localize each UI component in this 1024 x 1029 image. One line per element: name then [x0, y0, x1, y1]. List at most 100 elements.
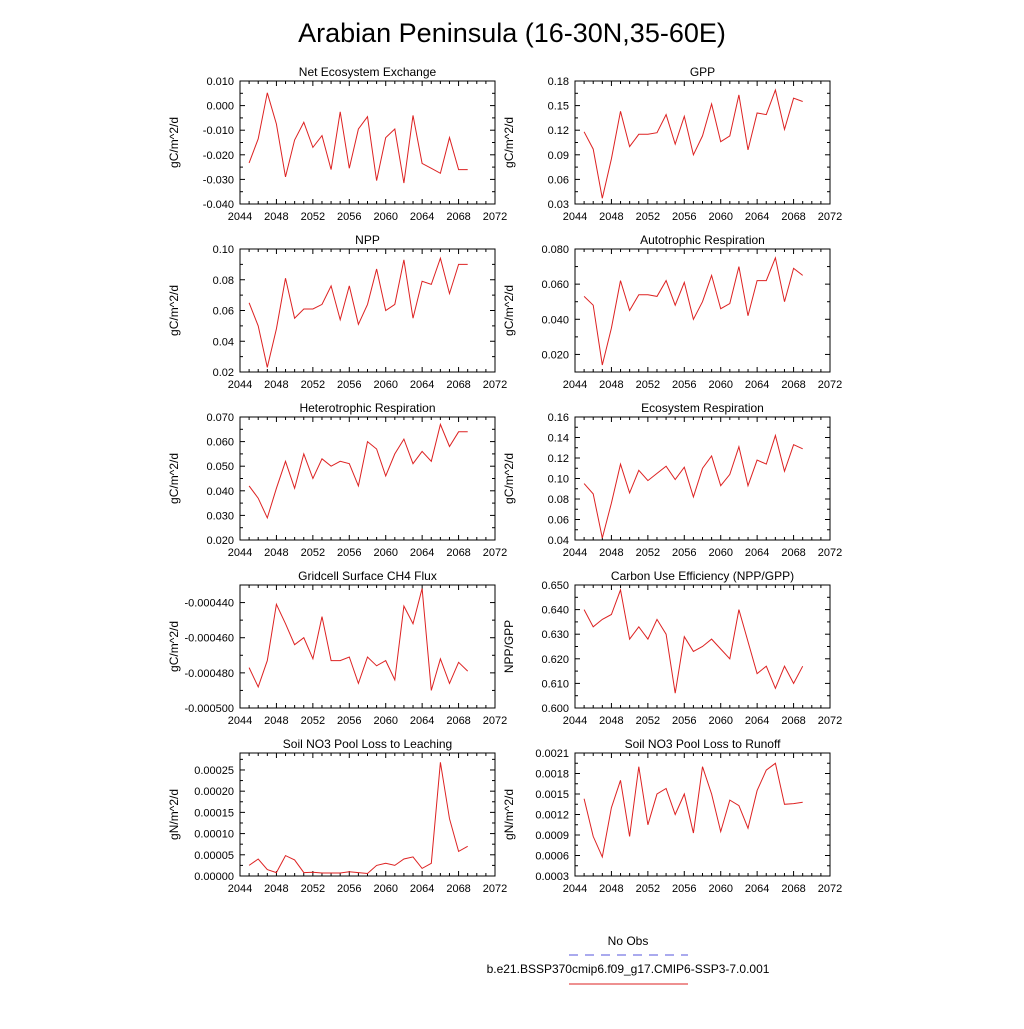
x-tick-label: 2056: [672, 547, 696, 559]
x-tick-label: 2048: [264, 883, 288, 895]
y-tick-label: -0.000460: [184, 633, 234, 645]
x-tick-label: 2068: [781, 715, 805, 727]
panel-title: Soil NO3 Pool Loss to Leaching: [283, 737, 452, 751]
series-line: [248, 422, 468, 520]
panel-title: Gridcell Surface CH4 Flux: [298, 569, 437, 583]
x-tick-label: 2048: [599, 715, 623, 727]
x-tick-label: 2052: [636, 211, 660, 223]
x-tick-label: 2068: [781, 211, 805, 223]
x-tick-label: 2048: [599, 379, 623, 391]
y-tick-label: -0.000480: [184, 668, 234, 680]
y-tick-label: 0.040: [206, 486, 234, 498]
x-tick-label: 2044: [563, 379, 587, 391]
x-tick-label: 2060: [708, 883, 732, 895]
y-tick-label: 0.00005: [194, 850, 234, 862]
y-tick-label: 0.15: [548, 101, 569, 113]
y-tick-label: 0.09: [548, 150, 569, 162]
x-tick-label: 2052: [301, 883, 325, 895]
x-tick-label: 2056: [672, 715, 696, 727]
y-tick-label: 0.630: [541, 629, 569, 641]
y-tick-label: 0.0012: [535, 810, 569, 822]
panel-title: Carbon Use Efficiency (NPP/GPP): [611, 569, 794, 583]
y-tick-label: 0.18: [548, 76, 569, 88]
y-tick-label: 0.00010: [194, 829, 234, 841]
y-tick-label: 0.0021: [535, 748, 569, 760]
legend: No Obs b.e21.BSSP370cmip6.f09_g17.CMIP6-…: [487, 934, 770, 985]
y-tick-label: 0.020: [206, 535, 234, 547]
y-tick-label: 0.000: [206, 101, 234, 113]
plot-frame: [239, 584, 496, 709]
y-tick-label: 0.06: [213, 306, 234, 318]
y-tick-label: 0.12: [548, 453, 569, 465]
y-tick-label: 0.14: [548, 433, 569, 445]
x-tick-label: 2068: [446, 883, 470, 895]
x-tick-label: 2068: [781, 547, 805, 559]
plot-frame: [239, 752, 496, 877]
x-tick-label: 2068: [781, 883, 805, 895]
x-tick-label: 2044: [563, 883, 587, 895]
y-tick-label: 0.600: [541, 703, 569, 715]
panel-5: Heterotrophic Respiration gC/m^2/d 2044 204…: [167, 401, 507, 559]
plot-frame: [239, 80, 496, 205]
x-tick-label: 2056: [337, 379, 361, 391]
y-tick-label: 0.03: [548, 199, 569, 211]
x-tick-label: 2048: [599, 211, 623, 223]
series-line: [583, 762, 803, 859]
series-line: [583, 256, 804, 366]
x-tick-label: 2060: [373, 379, 397, 391]
x-tick-label: 2068: [446, 547, 470, 559]
x-tick-label: 2060: [373, 547, 397, 559]
y-tick-label: 0.0003: [535, 871, 569, 883]
x-tick-label: 2064: [745, 715, 769, 727]
x-tick-label: 2068: [446, 379, 470, 391]
y-tick-label: -0.030: [203, 174, 234, 186]
y-tick-label: 0.00020: [194, 786, 234, 798]
x-tick-label: 2072: [483, 715, 507, 727]
y-tick-label: 0.12: [548, 125, 569, 137]
y-tick-label: 0.070: [206, 412, 234, 424]
x-tick-label: 2064: [745, 379, 769, 391]
x-tick-label: 2060: [373, 883, 397, 895]
series-line: [583, 588, 804, 694]
x-tick-label: 2048: [264, 715, 288, 727]
y-axis-label: gN/m^2/d: [167, 789, 181, 840]
y-tick-label: 0.0009: [535, 830, 569, 842]
panel-grid: Net Ecosystem Exchange gC/m^2/d 2044 2048 20…: [167, 65, 842, 895]
x-tick-label: 2072: [818, 547, 842, 559]
x-tick-label: 2056: [337, 715, 361, 727]
y-tick-label: -0.010: [203, 125, 234, 137]
y-tick-label: 0.650: [541, 580, 569, 592]
x-tick-label: 2064: [410, 211, 434, 223]
series-line: [248, 588, 469, 691]
y-tick-label: 0.050: [206, 461, 234, 473]
x-tick-label: 2052: [301, 715, 325, 727]
x-tick-label: 2052: [636, 379, 660, 391]
x-tick-label: 2044: [563, 715, 587, 727]
x-tick-label: 2056: [337, 547, 361, 559]
x-tick-label: 2072: [483, 211, 507, 223]
x-tick-label: 2044: [228, 883, 252, 895]
x-tick-label: 2060: [708, 379, 732, 391]
x-tick-label: 2072: [818, 379, 842, 391]
panel-title: Ecosystem Respiration: [641, 401, 764, 415]
figure-title: Arabian Peninsula (16-30N,35-60E): [298, 18, 726, 48]
x-tick-label: 2072: [483, 883, 507, 895]
panel-7: Gridcell Surface CH4 Flux gC/m^2/d 2044 204…: [167, 569, 507, 727]
y-axis-label: gC/m^2/d: [502, 285, 516, 336]
panel-10: Soil NO3 Pool Loss to Runoff gN/m^2/d 2044…: [502, 737, 842, 895]
x-tick-label: 2056: [672, 379, 696, 391]
x-tick-label: 2072: [483, 379, 507, 391]
x-tick-label: 2072: [818, 715, 842, 727]
x-tick-label: 2052: [301, 379, 325, 391]
y-tick-label: 0.00025: [194, 765, 234, 777]
x-tick-label: 2048: [264, 379, 288, 391]
x-tick-label: 2072: [818, 883, 842, 895]
x-tick-label: 2044: [228, 379, 252, 391]
x-tick-label: 2052: [636, 715, 660, 727]
y-tick-label: 0.10: [213, 244, 234, 256]
y-tick-label: 0.0015: [535, 789, 569, 801]
x-tick-label: 2068: [781, 379, 805, 391]
series-line: [248, 92, 468, 184]
y-tick-label: 0.640: [541, 605, 569, 617]
